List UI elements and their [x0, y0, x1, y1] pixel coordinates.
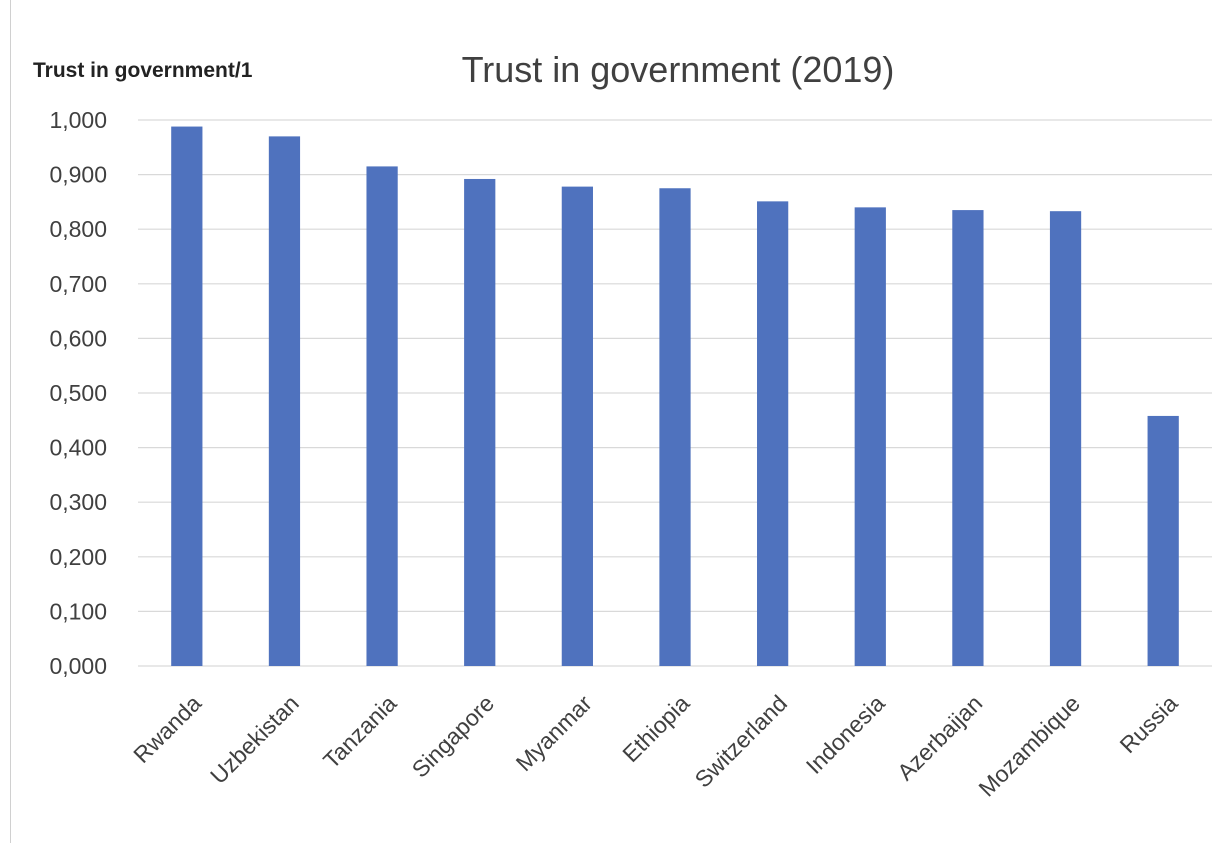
- bar-switzerland: [757, 201, 789, 666]
- x-tick-label: Rwanda: [128, 690, 206, 768]
- x-tick-label: Uzbekistan: [205, 690, 304, 789]
- x-tick-label: Ethiopia: [617, 690, 694, 767]
- y-tick-label: 1,000: [49, 107, 107, 133]
- bar-russia: [1147, 415, 1179, 666]
- y-tick-label: 0,700: [49, 271, 107, 297]
- chart-title: Trust in government (2019): [462, 49, 895, 90]
- y-axis-label: Trust in government/1: [33, 59, 253, 82]
- bar-ethiopia: [659, 188, 691, 666]
- x-tick-label: Switzerland: [690, 690, 792, 792]
- y-tick-label: 0,400: [49, 435, 107, 461]
- bar-uzbekistan: [268, 136, 301, 666]
- y-tick-label: 0,900: [49, 162, 107, 188]
- x-tick-label: Azerbaijan: [892, 690, 987, 785]
- y-tick-label: 0,600: [49, 325, 107, 351]
- y-tick-label: 0,200: [49, 544, 107, 570]
- x-tick-label: Indonesia: [801, 690, 890, 779]
- y-tick-label: 0,000: [49, 653, 107, 679]
- bar-rwanda: [171, 126, 203, 666]
- x-tick-label: Russia: [1114, 690, 1182, 758]
- y-tick-labels: 0,000 0,100 0,200 0,300 0,400 0,500 0,600 0,700…: [49, 107, 107, 679]
- bar-mozambique: [1049, 211, 1082, 666]
- y-tick-label: 0,100: [49, 598, 107, 624]
- x-tick-label: Mozambique: [973, 690, 1085, 802]
- bar-indonesia: [854, 207, 886, 667]
- bars: [171, 126, 1179, 667]
- bar-singapore: [464, 178, 496, 666]
- y-tick-label: 0,300: [49, 489, 107, 515]
- gridlines: [138, 119, 1212, 667]
- y-tick-label: 0,800: [49, 216, 107, 242]
- x-tick-label: Tanzania: [318, 690, 402, 774]
- x-tick-label: Myanmar: [511, 690, 597, 776]
- y-tick-label: 0,500: [49, 380, 107, 406]
- bar-myanmar: [561, 186, 593, 666]
- bar-azerbaijan: [952, 210, 984, 666]
- x-tick-label: Singapore: [407, 690, 500, 783]
- frame-border: [10, 0, 11, 843]
- bar-tanzania: [366, 166, 398, 666]
